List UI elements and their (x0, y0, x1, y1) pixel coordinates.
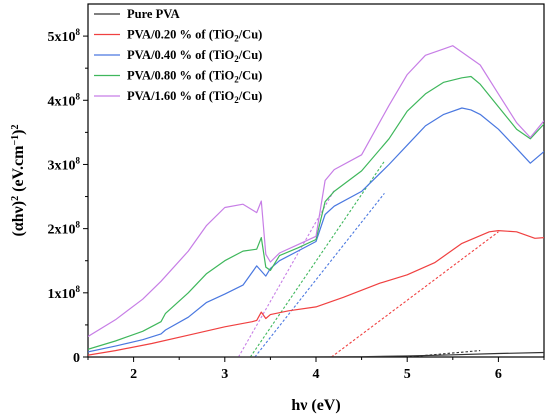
y-axis-title-unit: (eV.cm (10, 145, 27, 196)
axes: 2 3 4 5 6 0 1x108 2x108 3x108 4x108 5x108 (48, 27, 545, 382)
legend: Pure PVA PVA/0.20 % of (TiO2/Cu) PVA/0.40 … (94, 7, 262, 105)
fit-line-2 (254, 192, 385, 357)
legend-label-0: Pure PVA (127, 7, 180, 21)
series-line-3 (88, 75, 544, 350)
y-axis-title-exp2: −1 (10, 135, 21, 146)
y-tick-label-4: 4x108 (48, 91, 81, 109)
x-axis-ticks: 2 3 4 5 6 (87, 357, 545, 382)
y-tick-label-3: 3x108 (48, 155, 81, 173)
series-line-1 (88, 230, 544, 356)
fit-line-1 (331, 231, 499, 357)
series-lines (88, 45, 544, 357)
y-tick-label-2: 2x108 (48, 220, 81, 238)
series-line-2 (88, 107, 544, 353)
x-tick-label-1: 3 (221, 367, 228, 382)
y-tick-label-0: 0 (73, 351, 80, 366)
y-axis-title-close: ) (10, 129, 27, 134)
legend-label-2: PVA/0.40 % of (TiO2/Cu) (127, 48, 262, 64)
y-axis-title-exp1: 2 (10, 196, 21, 201)
fit-lines (238, 160, 499, 357)
x-tick-label-0: 2 (130, 367, 137, 382)
y-tick-label-1: 1x108 (48, 284, 81, 302)
x-axis-title: hν (eV) (291, 397, 340, 414)
y-axis-title-base: (αhν) (10, 201, 27, 237)
y-tick-label-5: 5x108 (48, 27, 81, 45)
fit-line-3 (249, 160, 385, 357)
fit-line-4 (238, 189, 335, 357)
y-axis-title-exp3: 2 (10, 124, 21, 129)
x-tick-label-3: 5 (404, 367, 411, 382)
series-line-4 (88, 45, 544, 338)
x-tick-label-4: 6 (495, 367, 502, 382)
x-tick-label-2: 4 (313, 367, 320, 382)
y-axis-title: (αhν)2 (eV.cm−1)2 (10, 124, 28, 236)
y-axis-ticks: 0 1x108 2x108 3x108 4x108 5x108 (48, 27, 88, 366)
fit-line-0 (407, 350, 481, 357)
series-line-0 (88, 351, 544, 357)
legend-label-1: PVA/0.20 % of (TiO2/Cu) (127, 28, 262, 44)
legend-label-3: PVA/0.80 % of (TiO2/Cu) (127, 69, 262, 85)
legend-label-4: PVA/1.60 % of (TiO2/Cu) (127, 89, 262, 105)
